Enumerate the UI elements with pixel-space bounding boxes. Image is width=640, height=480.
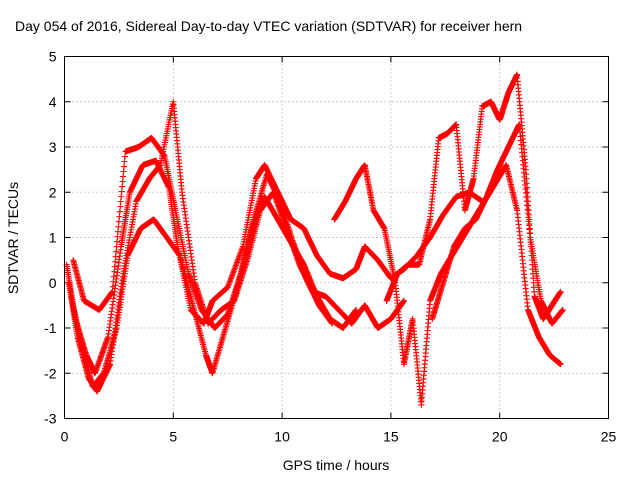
y-tick-label: -1 (44, 320, 57, 336)
y-tick-label: 2 (49, 184, 57, 200)
x-tick-label: 15 (383, 429, 399, 445)
x-tick-label: 0 (61, 429, 69, 445)
sat-track-7 (429, 121, 566, 327)
x-tick-labels: 0 5 10 15 20 25 (61, 429, 617, 445)
x-tick-label: 20 (492, 429, 508, 445)
y-tick-label: 4 (49, 94, 57, 110)
sat-track-5 (331, 162, 564, 408)
y-axis-label: SDTVAR / TECUs (5, 182, 21, 294)
x-tick-label: 25 (601, 429, 617, 445)
x-axis-label: GPS time / hours (283, 457, 390, 473)
y-tick-label: -3 (44, 411, 57, 427)
x-tick-label: 5 (169, 429, 177, 445)
y-tick-label: -2 (44, 365, 57, 381)
y-tick-label: 5 (49, 49, 57, 65)
x-tick-label: 10 (274, 429, 290, 445)
y-tick-label: 1 (49, 230, 57, 246)
data-marks (63, 71, 566, 408)
gridlines (64, 56, 609, 419)
y-tick-labels: -3 -2 -1 0 1 2 3 4 5 (44, 49, 57, 427)
y-tick-label: 3 (49, 139, 57, 155)
chart-title: Day 054 of 2016, Sidereal Day-to-day VTE… (15, 18, 522, 34)
data-point (400, 297, 407, 304)
y-tick-label: 0 (49, 275, 57, 291)
